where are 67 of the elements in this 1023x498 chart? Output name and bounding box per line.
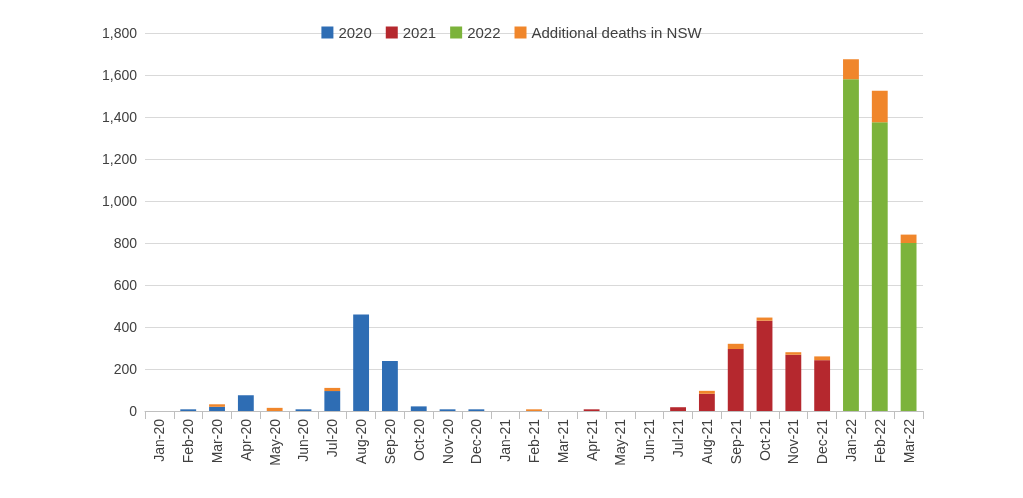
x-tick-label: Apr-20 (237, 418, 254, 462)
x-tick-label: Dec-20 (468, 418, 485, 465)
bar (785, 354, 802, 411)
x-tick-label: Jun-20 (295, 418, 312, 462)
bar (353, 314, 370, 411)
x-tick-label: Feb-20 (180, 418, 197, 464)
bar (900, 243, 917, 411)
bar (814, 356, 831, 361)
x-tick-label: Feb-21 (526, 418, 542, 464)
bar (756, 317, 773, 321)
x-tick-label: Mar-22 (900, 418, 917, 464)
x-tick-label: May-21 (612, 418, 629, 466)
x-tick-label: Jan-22 (842, 418, 859, 462)
bar (324, 391, 341, 411)
x-tick-label: Jan-21 (497, 418, 514, 462)
x-tick-label: Jun-21 (641, 418, 658, 462)
x-tick-label: Aug-21 (698, 418, 715, 465)
bar (698, 390, 715, 394)
y-tick-label: 1,600 (101, 67, 138, 83)
y-tick-label: 400 (113, 319, 138, 335)
bar (843, 59, 859, 80)
bar (727, 343, 744, 350)
bar (410, 406, 427, 411)
bar (814, 360, 831, 411)
y-tick-label: 0 (129, 403, 138, 419)
x-tick-label: Jan-20 (151, 418, 168, 462)
bar (209, 404, 225, 407)
bar (871, 122, 888, 411)
bar (727, 349, 744, 411)
x-tick-label: May-20 (266, 418, 283, 466)
legend-label: Additional deaths in NSW (531, 24, 703, 41)
x-tick-label: Dec-21 (814, 418, 831, 465)
x-tick-label: Jul-21 (670, 418, 687, 458)
y-tick-label: 1,000 (101, 193, 138, 209)
bar (324, 387, 341, 392)
x-tick-label: Nov-21 (785, 418, 802, 465)
x-tick-label: Sep-20 (381, 418, 398, 465)
bar (785, 352, 802, 355)
bar (670, 407, 686, 411)
y-tick-label: 600 (113, 277, 138, 293)
bar (843, 79, 859, 411)
bar (900, 234, 917, 243)
y-tick-label: 1,200 (101, 151, 138, 167)
bar (871, 90, 888, 123)
x-tick-label: Mar-20 (209, 418, 226, 464)
bar (237, 395, 254, 411)
y-tick-label: 1,800 (101, 25, 138, 41)
legend-label: 2020 (338, 24, 372, 41)
bar (382, 361, 398, 411)
x-tick-label: Oct-20 (410, 418, 427, 462)
x-tick-label: Sep-21 (727, 418, 744, 465)
x-tick-label: Nov-20 (439, 418, 456, 465)
legend-label: 2021 (402, 24, 437, 41)
legend-label: 2022 (467, 24, 501, 41)
x-tick-label: Apr-21 (583, 418, 600, 462)
y-tick-label: 200 (113, 361, 138, 377)
bar (756, 320, 773, 411)
x-tick-label: Aug-20 (353, 418, 370, 465)
x-tick-label: Oct-21 (756, 418, 773, 462)
bar (698, 393, 715, 411)
bar (209, 406, 225, 411)
y-tick-label: 1,400 (101, 109, 138, 125)
x-tick-label: Jul-20 (324, 418, 341, 458)
x-tick-label: Feb-22 (871, 418, 888, 464)
bar (266, 407, 283, 411)
y-tick-label: 800 (113, 235, 138, 251)
x-tick-label: Mar-21 (554, 418, 571, 464)
